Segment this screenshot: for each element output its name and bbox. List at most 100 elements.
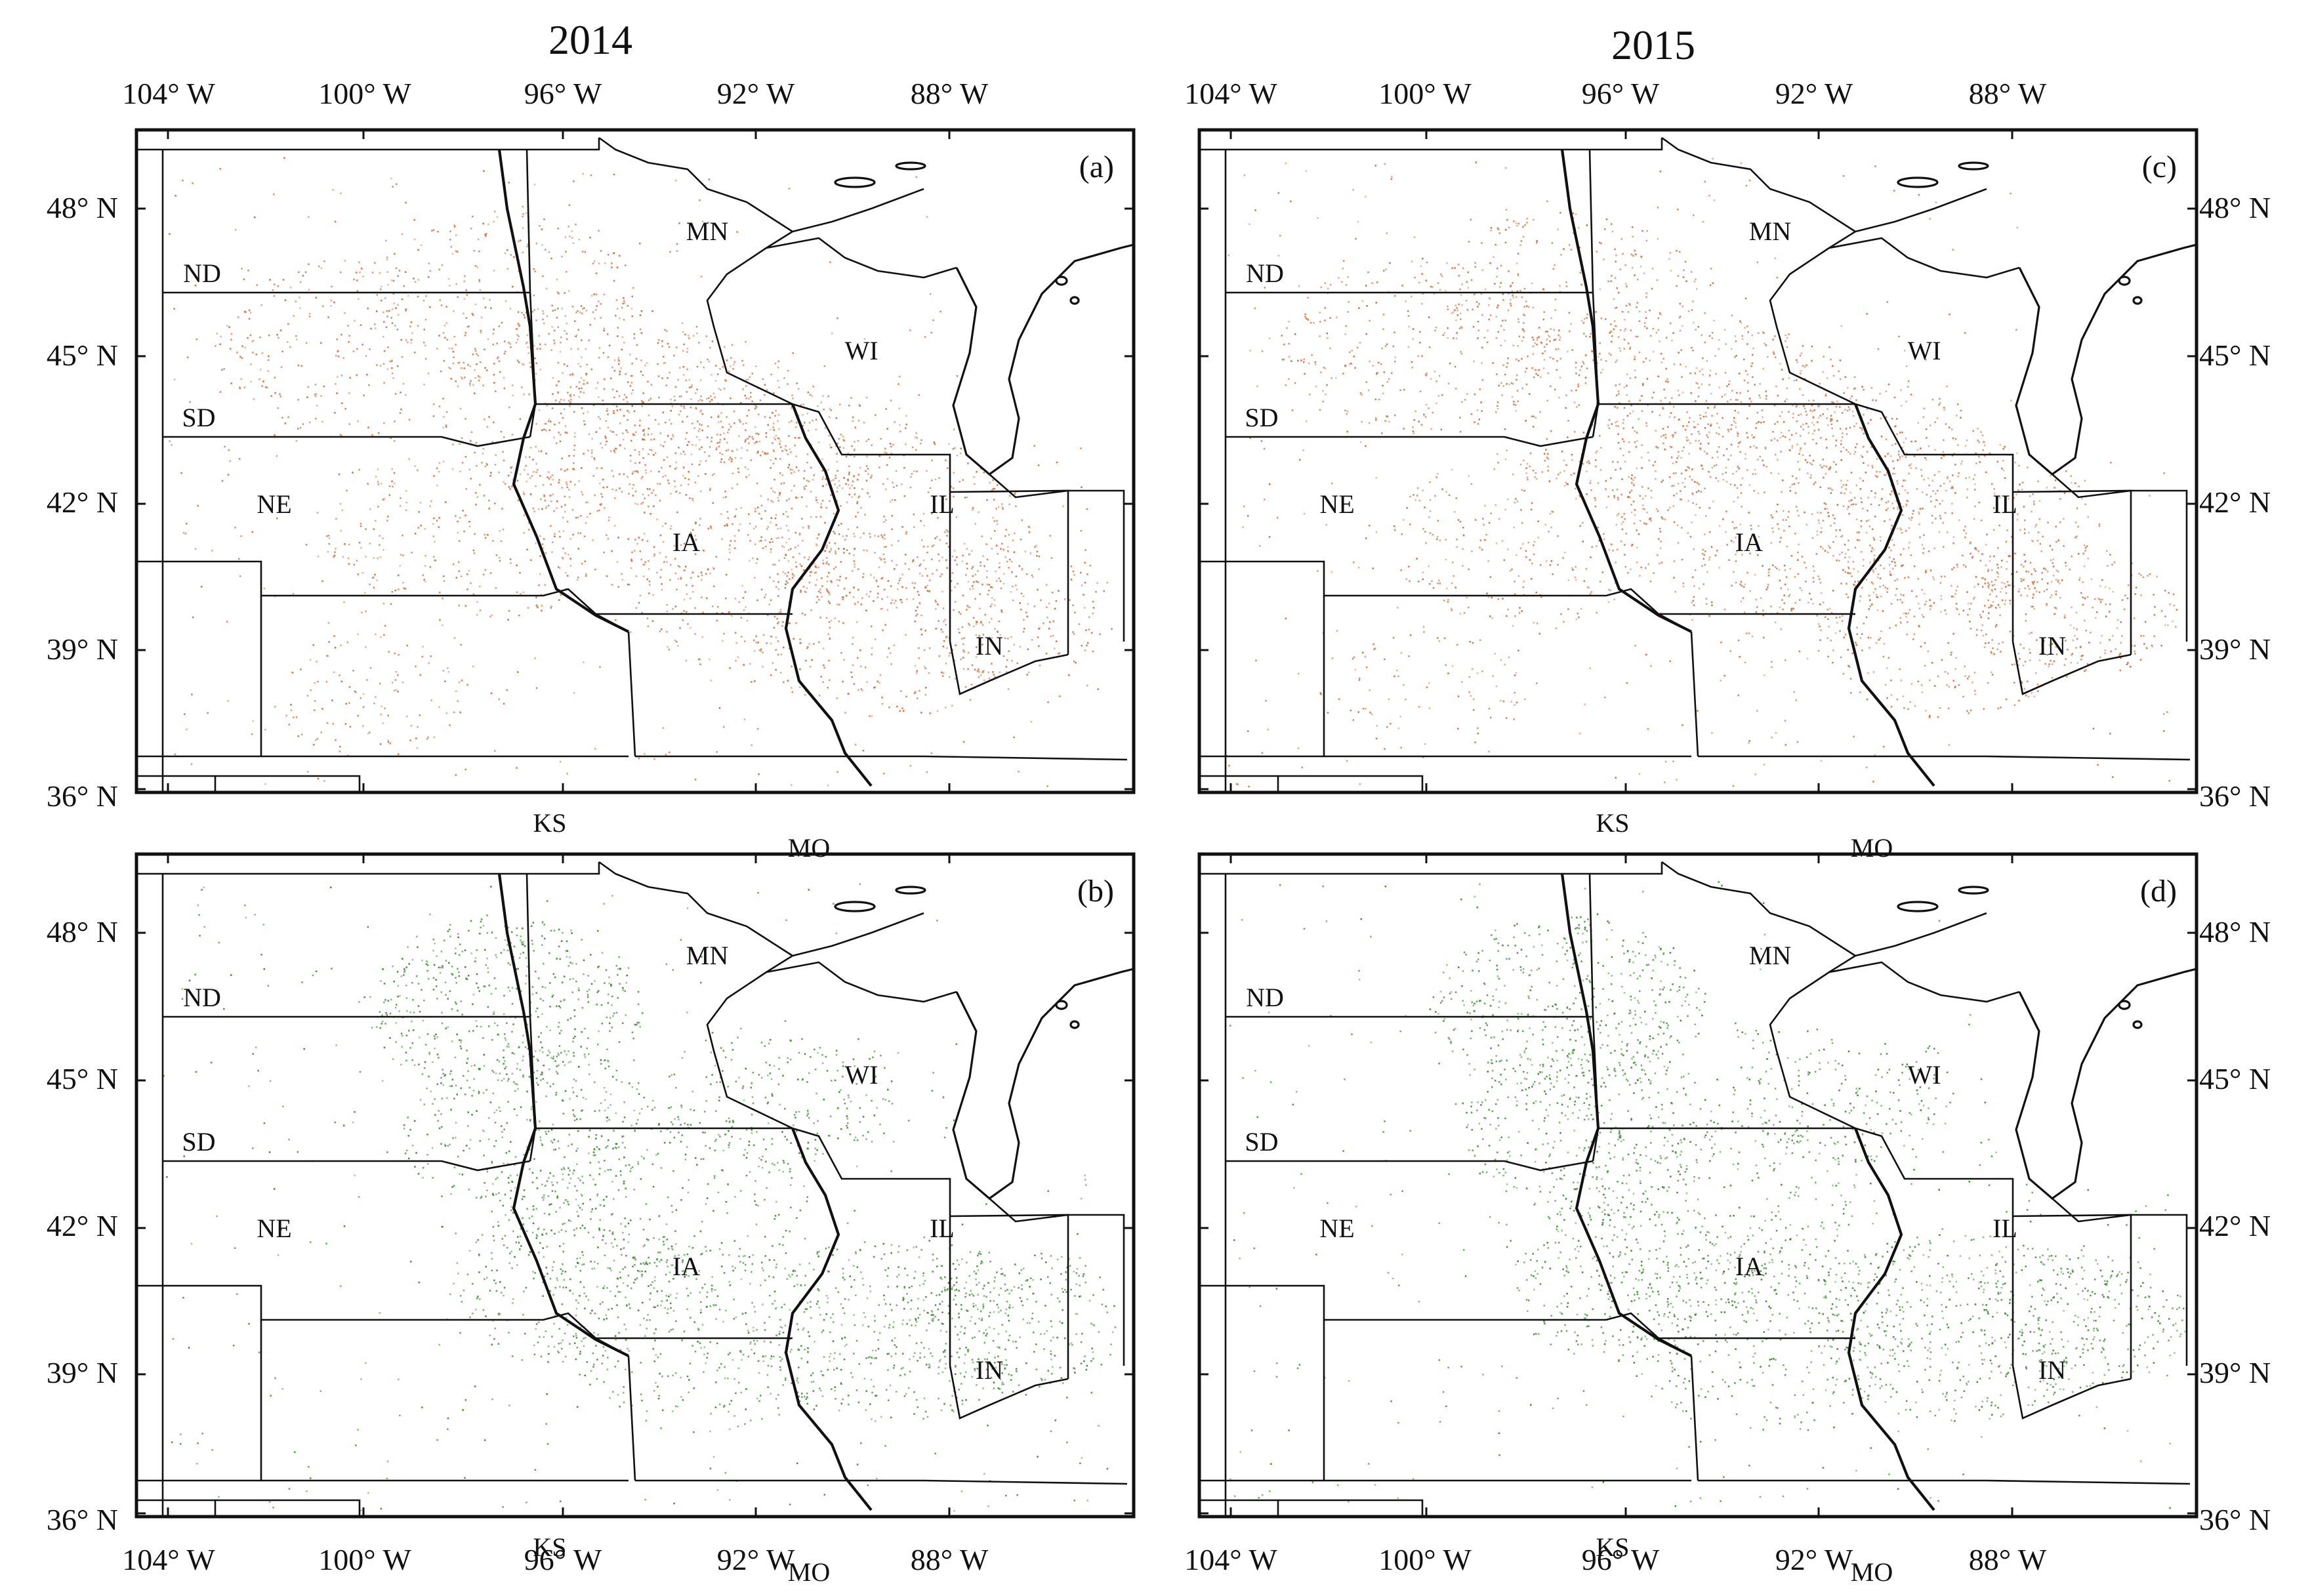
lat-label: 42° N bbox=[47, 1209, 118, 1242]
state-borders bbox=[1199, 862, 2191, 1517]
state-label-mo: MO bbox=[788, 1557, 830, 1587]
rivers bbox=[497, 149, 873, 787]
panel-frame bbox=[134, 852, 1136, 1519]
state-label-ks: KS bbox=[533, 808, 566, 838]
state-borders bbox=[1199, 138, 2191, 792]
lat-label: 45° N bbox=[2199, 1062, 2271, 1095]
state-label-il: IL bbox=[1992, 489, 2017, 519]
state-label-wi: WI bbox=[844, 336, 878, 365]
lake-michigan bbox=[952, 854, 1134, 1200]
lon-label: 104° W bbox=[1184, 1543, 1277, 1576]
map-panel-a: ND SD NE KS MN IA MO WI IL IN (a) bbox=[134, 128, 1136, 863]
state-label-mn: MN bbox=[686, 216, 728, 246]
lon-label: 100° W bbox=[318, 77, 411, 110]
great-lakes-coast bbox=[1661, 130, 2197, 499]
lon-label: 88° W bbox=[1969, 77, 2047, 110]
state-label-ne: NE bbox=[1319, 1214, 1354, 1243]
state-label-sd: SD bbox=[1245, 403, 1278, 432]
state-label-wi: WI bbox=[1907, 1060, 1941, 1090]
lat-labels-left-bottom: 48° N 45° N 42° N 39° N 36° N bbox=[47, 915, 118, 1536]
lon-label: 96° W bbox=[1582, 77, 1660, 110]
state-label-il: IL bbox=[930, 1214, 955, 1243]
state-label-nd: ND bbox=[183, 983, 221, 1012]
great-lakes-coast bbox=[1661, 854, 2197, 1223]
lon-label: 100° W bbox=[1378, 1543, 1472, 1576]
lat-labels-right-top: 48° N 45° N 42° N 39° N 36° N bbox=[2199, 191, 2271, 813]
lat-label: 48° N bbox=[2199, 191, 2271, 224]
panel-label: (c) bbox=[2142, 150, 2177, 184]
lon-label: 104° W bbox=[1184, 77, 1277, 110]
lat-labels-right-bottom: 48° N 45° N 42° N 39° N 36° N bbox=[2199, 915, 2271, 1536]
panel-frame bbox=[1197, 128, 2198, 794]
column-title-2015: 2015 bbox=[1611, 22, 1695, 68]
map-panels: ND SD NE KS MN IA MO WI IL IN (a) ND SD NE KS MN IA MO WI I… bbox=[134, 128, 2198, 1587]
tick-marks bbox=[1199, 130, 2197, 792]
state-label-ia: IA bbox=[1735, 1252, 1763, 1281]
state-label-il: IL bbox=[930, 489, 955, 519]
panel-frame bbox=[1197, 852, 2198, 1519]
map-panel-c: ND SD NE KS MN IA MO WI IL IN (c) bbox=[1197, 128, 2198, 863]
lat-label: 39° N bbox=[2199, 632, 2271, 666]
lat-labels-left-top: 48° N 45° N 42° N 39° N 36° N bbox=[47, 191, 118, 813]
bottom-lon-labels-right: 104° W 100° W 96° W 92° W 88° W bbox=[1184, 1543, 2047, 1576]
state-label-sd: SD bbox=[182, 1127, 215, 1156]
state-label-ks: KS bbox=[1596, 1532, 1629, 1562]
lat-label: 42° N bbox=[2199, 485, 2271, 519]
crop-pixels bbox=[163, 883, 1117, 1512]
state-label-in: IN bbox=[2038, 1355, 2066, 1385]
map-panel-b: ND SD NE KS MN IA MO WI IL IN (b) bbox=[134, 852, 1136, 1587]
state-label-mo: MO bbox=[1851, 1557, 1893, 1587]
map-panel-d: ND SD NE KS MN IA MO WI IL IN (d) bbox=[1197, 852, 2198, 1587]
rivers bbox=[497, 873, 873, 1511]
state-labels: ND SD NE KS MN IA MO WI IL IN bbox=[1245, 941, 2066, 1587]
lon-label: 88° W bbox=[1969, 1543, 2047, 1576]
state-labels: ND SD NE KS MN IA MO WI IL IN bbox=[182, 941, 1003, 1587]
state-label-ne: NE bbox=[257, 1214, 291, 1243]
tick-marks bbox=[136, 854, 1134, 1517]
lon-label: 92° W bbox=[717, 1543, 795, 1576]
state-label-wi: WI bbox=[844, 1060, 878, 1090]
state-label-wi: WI bbox=[1907, 336, 1941, 365]
state-label-ia: IA bbox=[1735, 527, 1763, 557]
panel-frame bbox=[134, 128, 1136, 794]
lon-label: 100° W bbox=[318, 1543, 411, 1576]
lake-michigan bbox=[952, 130, 1134, 476]
lat-label: 45° N bbox=[47, 1062, 118, 1095]
state-label-mn: MN bbox=[1749, 216, 1791, 246]
state-label-ne: NE bbox=[1319, 489, 1354, 519]
rivers bbox=[1560, 873, 1935, 1511]
lat-label: 39° N bbox=[47, 632, 118, 666]
lat-label: 45° N bbox=[2199, 338, 2271, 372]
state-labels: ND SD NE KS MN IA MO WI IL IN bbox=[182, 216, 1003, 863]
crop-pixels bbox=[1226, 157, 2178, 788]
lat-label: 39° N bbox=[2199, 1356, 2271, 1389]
lon-label: 92° W bbox=[1775, 1543, 1853, 1576]
state-label-mo: MO bbox=[1851, 833, 1893, 863]
state-label-in: IN bbox=[976, 631, 1003, 661]
lon-label: 88° W bbox=[911, 77, 989, 110]
lake-michigan bbox=[2015, 854, 2197, 1200]
panel-label: (d) bbox=[2140, 874, 2177, 909]
state-label-in: IN bbox=[976, 1355, 1003, 1385]
great-lakes-coast bbox=[598, 130, 1134, 499]
state-label-nd: ND bbox=[183, 258, 221, 288]
state-label-sd: SD bbox=[182, 403, 215, 432]
lat-label: 39° N bbox=[47, 1356, 118, 1389]
crop-pixels bbox=[169, 157, 1113, 787]
lon-label: 92° W bbox=[717, 77, 795, 110]
lat-label: 48° N bbox=[47, 191, 118, 224]
lat-label: 48° N bbox=[47, 915, 118, 949]
state-label-nd: ND bbox=[1246, 258, 1284, 288]
lat-label: 36° N bbox=[47, 779, 118, 813]
panel-label: (b) bbox=[1077, 874, 1114, 909]
state-label-il: IL bbox=[1992, 1214, 2017, 1243]
lon-label: 92° W bbox=[1775, 77, 1853, 110]
panel-label: (a) bbox=[1079, 150, 1114, 184]
state-label-mn: MN bbox=[1749, 941, 1791, 970]
lat-label: 42° N bbox=[2199, 1209, 2271, 1242]
state-label-ia: IA bbox=[672, 527, 700, 557]
state-label-ks: KS bbox=[533, 1532, 566, 1562]
tick-marks bbox=[136, 130, 1134, 792]
lat-label: 45° N bbox=[47, 338, 118, 372]
